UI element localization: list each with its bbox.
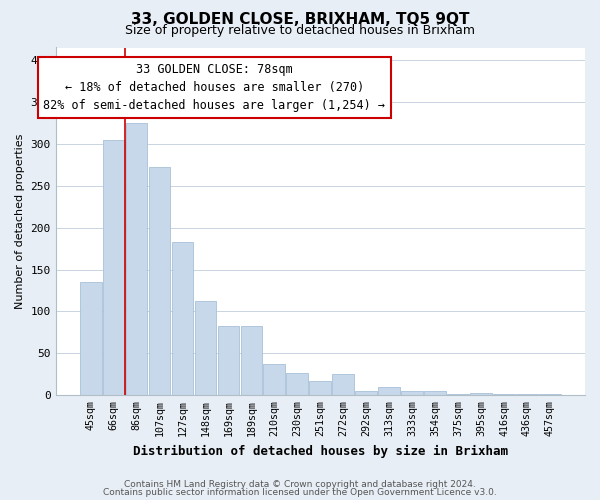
X-axis label: Distribution of detached houses by size in Brixham: Distribution of detached houses by size … (133, 444, 508, 458)
Bar (149, 168, 170, 395)
Bar (194, 302, 217, 395)
Bar (493, 394, 515, 395)
Bar (401, 391, 423, 395)
Text: Contains public sector information licensed under the Open Government Licence v3: Contains public sector information licen… (103, 488, 497, 497)
Bar (355, 391, 377, 395)
Bar (310, 381, 331, 395)
Y-axis label: Number of detached properties: Number of detached properties (15, 134, 25, 309)
Bar (516, 394, 538, 395)
Text: Size of property relative to detached houses in Brixham: Size of property relative to detached ho… (125, 24, 475, 37)
Bar (172, 242, 193, 395)
Bar (332, 374, 354, 395)
Bar (539, 394, 561, 395)
Bar (470, 392, 492, 395)
Bar (286, 374, 308, 395)
Bar (379, 387, 400, 395)
Text: Contains HM Land Registry data © Crown copyright and database right 2024.: Contains HM Land Registry data © Crown c… (124, 480, 476, 489)
Bar (103, 140, 125, 395)
Bar (263, 364, 286, 395)
Bar (125, 123, 148, 395)
Bar (80, 282, 101, 395)
Text: 33 GOLDEN CLOSE: 78sqm
← 18% of detached houses are smaller (270)
82% of semi-de: 33 GOLDEN CLOSE: 78sqm ← 18% of detached… (43, 63, 385, 112)
Text: 33, GOLDEN CLOSE, BRIXHAM, TQ5 9QT: 33, GOLDEN CLOSE, BRIXHAM, TQ5 9QT (131, 12, 469, 28)
Bar (447, 394, 469, 395)
Bar (424, 391, 446, 395)
Bar (241, 326, 262, 395)
Bar (218, 326, 239, 395)
